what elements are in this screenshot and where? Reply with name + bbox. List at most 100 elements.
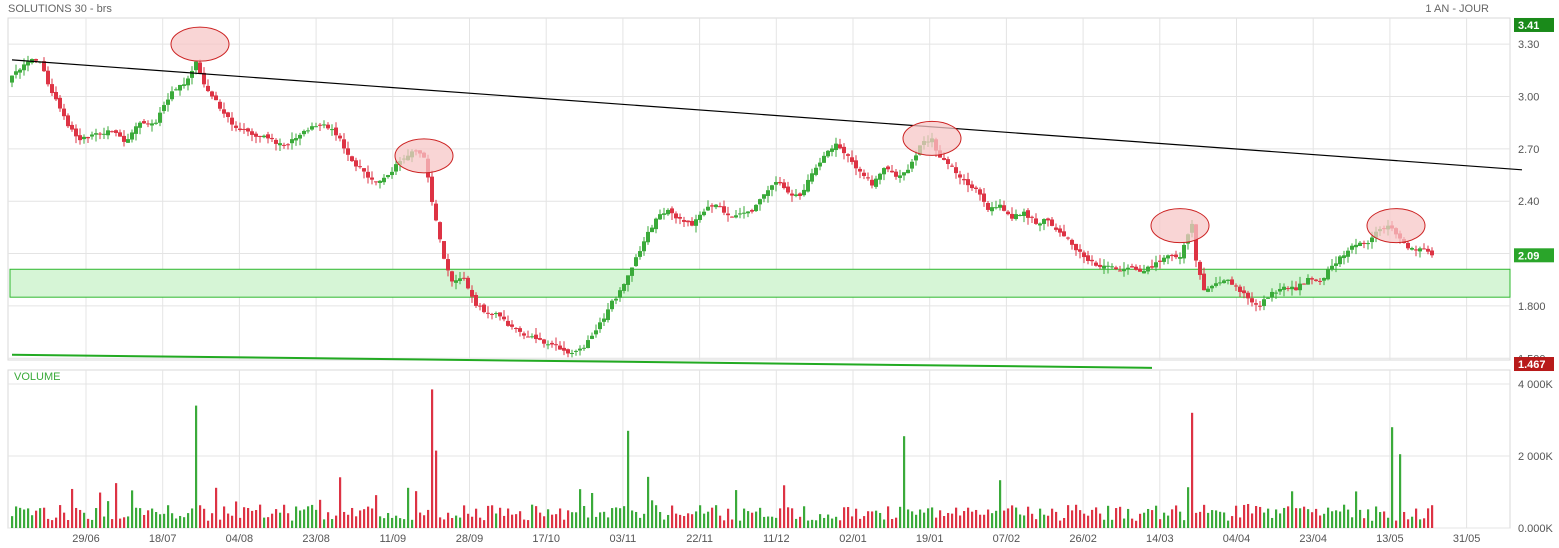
support-zone-band bbox=[9, 268, 1511, 298]
candle-body bbox=[902, 172, 906, 176]
volume-bar bbox=[1007, 508, 1010, 528]
x-tick-label: 18/07 bbox=[149, 533, 177, 545]
volume-bar bbox=[279, 512, 282, 528]
candle-body bbox=[590, 335, 594, 339]
candle-body bbox=[114, 130, 118, 133]
volume-bar bbox=[395, 515, 398, 528]
volume-bar bbox=[1379, 512, 1382, 528]
candle-body bbox=[962, 179, 966, 181]
candle-body bbox=[1286, 288, 1290, 290]
candle-body bbox=[974, 187, 978, 189]
volume-bar bbox=[863, 516, 866, 528]
volume-bar bbox=[1275, 509, 1278, 528]
volume-bar bbox=[1015, 507, 1018, 528]
volume-bar bbox=[783, 485, 786, 528]
volume-bar bbox=[39, 508, 42, 528]
peak-highlight-ellipse bbox=[902, 120, 962, 156]
candle-body bbox=[1334, 263, 1338, 266]
candle-body bbox=[838, 144, 842, 149]
candle-body bbox=[266, 134, 270, 139]
volume-bar bbox=[451, 518, 454, 528]
volume-bar bbox=[871, 511, 874, 528]
candle-body bbox=[1090, 259, 1094, 262]
candle-body bbox=[250, 131, 254, 135]
volume-bar bbox=[1123, 518, 1126, 528]
volume-bar bbox=[1159, 519, 1162, 528]
candle-body bbox=[714, 204, 718, 208]
candle-body bbox=[118, 132, 122, 137]
volume-bar bbox=[359, 510, 362, 528]
volume-bar bbox=[891, 518, 894, 528]
candle-body bbox=[1274, 292, 1278, 294]
candle-body bbox=[778, 181, 782, 184]
candle-body bbox=[654, 218, 658, 230]
candle-body bbox=[670, 208, 674, 214]
volume-bar bbox=[1107, 505, 1110, 528]
candle-body bbox=[618, 290, 622, 298]
volume-bar bbox=[203, 508, 206, 528]
volume-bar bbox=[1315, 508, 1318, 528]
candle-body bbox=[362, 168, 366, 172]
volume-bar bbox=[211, 513, 214, 528]
volume-bar bbox=[47, 518, 50, 528]
candle-body bbox=[1034, 218, 1038, 224]
candle-body bbox=[130, 132, 134, 140]
candle-body bbox=[886, 166, 890, 170]
candle-body bbox=[954, 167, 958, 174]
volume-bar bbox=[619, 508, 622, 528]
volume-bar bbox=[11, 516, 14, 528]
candle-body bbox=[322, 124, 326, 126]
candle-body bbox=[794, 194, 798, 196]
candle-body bbox=[1066, 237, 1070, 239]
volume-bar bbox=[607, 517, 610, 528]
volume-bar bbox=[155, 512, 158, 528]
peak-highlight-ellipse bbox=[394, 138, 454, 174]
volume-bar bbox=[163, 513, 166, 528]
volume-bar bbox=[1171, 509, 1174, 528]
volume-bar bbox=[1167, 515, 1170, 528]
volume-bar bbox=[207, 520, 210, 528]
candle-body bbox=[14, 71, 18, 75]
volume-bar bbox=[1343, 504, 1346, 528]
volume-bar bbox=[1127, 508, 1130, 528]
candle-body bbox=[1018, 214, 1022, 216]
candle-body bbox=[766, 190, 770, 196]
volume-bar bbox=[555, 514, 558, 528]
candle-body bbox=[742, 212, 746, 214]
candle-body bbox=[814, 167, 818, 175]
volume-bar bbox=[647, 476, 650, 528]
volume-bar bbox=[507, 508, 510, 528]
volume-bar bbox=[715, 505, 718, 528]
candle-body bbox=[218, 101, 222, 109]
volume-bar bbox=[1071, 510, 1074, 528]
candle-body bbox=[1210, 285, 1214, 289]
volume-bar bbox=[471, 516, 474, 528]
volume-bar bbox=[1283, 507, 1286, 528]
candle-body bbox=[42, 61, 46, 72]
candle-body bbox=[822, 155, 826, 163]
volume-bar bbox=[711, 507, 714, 528]
volume-bar bbox=[515, 514, 518, 528]
volume-bar bbox=[503, 515, 506, 528]
volume-bar bbox=[123, 517, 126, 528]
candle-body bbox=[730, 216, 734, 218]
volume-bar bbox=[1011, 505, 1014, 528]
volume-bar bbox=[191, 508, 194, 528]
candle-body bbox=[1266, 297, 1270, 299]
candle-body bbox=[646, 231, 650, 243]
candle-body bbox=[578, 348, 582, 351]
candle-body bbox=[638, 251, 642, 257]
volume-bar bbox=[663, 519, 666, 528]
candle-body bbox=[1138, 268, 1142, 272]
candle-body bbox=[998, 204, 1002, 208]
candle-body bbox=[1206, 288, 1210, 292]
volume-bar bbox=[803, 506, 806, 528]
candle-body bbox=[694, 219, 698, 226]
volume-bar bbox=[351, 507, 354, 528]
candle-body bbox=[1026, 210, 1030, 218]
candle-body bbox=[274, 139, 278, 144]
price-panel-frame bbox=[7, 17, 1511, 361]
candle-body bbox=[154, 122, 158, 124]
volume-bar bbox=[71, 488, 74, 528]
candle-body bbox=[558, 345, 562, 350]
